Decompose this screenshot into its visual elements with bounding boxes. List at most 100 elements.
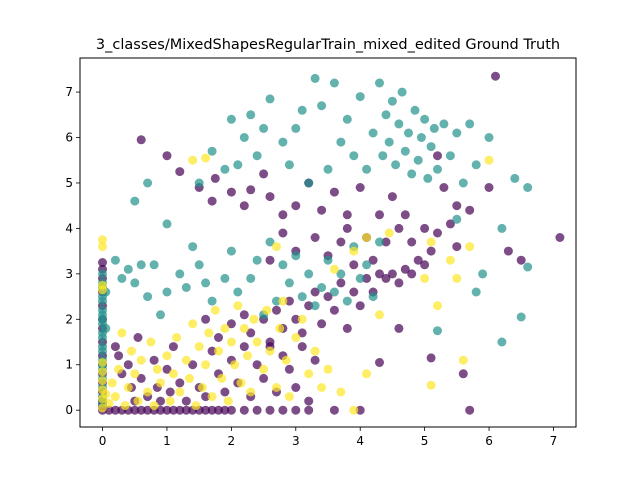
data-point [278, 260, 288, 270]
data-point [201, 360, 211, 370]
data-point [397, 87, 407, 97]
x-tick-label: 0 [99, 434, 107, 448]
chart-title: 3_classes/MixedShapesRegularTrain_mixed_… [96, 37, 560, 53]
data-point [133, 396, 143, 406]
data-point [368, 255, 378, 265]
data-point [143, 405, 153, 415]
data-point [452, 201, 462, 211]
data-point [233, 301, 243, 311]
data-point [252, 360, 262, 370]
data-point [304, 301, 314, 311]
data-point [362, 164, 372, 174]
data-point [439, 119, 449, 129]
data-point [304, 369, 314, 379]
data-point [168, 342, 178, 352]
data-point [362, 369, 372, 379]
data-point [291, 383, 301, 392]
data-point [136, 405, 146, 415]
data-point [233, 287, 243, 297]
data-point [458, 355, 468, 365]
data-point [420, 223, 430, 233]
data-point [329, 187, 339, 197]
data-point [239, 342, 249, 352]
data-point [465, 242, 475, 252]
data-point [433, 301, 442, 311]
data-point [110, 342, 120, 352]
data-point [349, 246, 359, 256]
x-tick-label: 7 [550, 434, 558, 448]
data-point [127, 346, 136, 356]
data-point [239, 310, 249, 320]
data-point [246, 185, 256, 195]
data-point [110, 392, 120, 402]
data-point [110, 255, 120, 265]
data-point [181, 405, 191, 415]
data-point [162, 351, 172, 361]
data-point [210, 173, 220, 183]
data-point [407, 237, 417, 247]
data-point [188, 155, 198, 165]
data-point [252, 255, 262, 265]
data-point [400, 264, 410, 274]
data-point [226, 246, 236, 256]
data-point [510, 173, 520, 183]
data-point [98, 258, 107, 267]
data-point [220, 164, 230, 174]
data-point [239, 323, 249, 333]
y-tick-label: 4 [65, 221, 73, 235]
data-point [136, 373, 146, 383]
data-point [291, 405, 301, 415]
data-point [130, 405, 140, 415]
data-point [336, 269, 346, 279]
data-point [143, 292, 153, 302]
data-point [452, 128, 462, 138]
data-point [423, 173, 433, 183]
data-point [162, 287, 172, 297]
data-point [175, 387, 185, 397]
data-point [98, 376, 107, 386]
data-point [201, 278, 211, 288]
data-point [217, 373, 227, 383]
data-point [336, 387, 346, 397]
data-point [445, 151, 455, 161]
data-point [452, 214, 462, 224]
data-point [375, 210, 384, 220]
data-point [297, 292, 307, 302]
data-point [243, 351, 252, 361]
data-point [146, 337, 156, 347]
data-point [503, 246, 513, 256]
data-point [433, 164, 442, 174]
data-point [362, 260, 372, 270]
data-point [143, 178, 153, 188]
data-point [310, 287, 320, 297]
data-point [252, 337, 262, 347]
data-point [175, 405, 185, 415]
y-tick-label: 3 [65, 267, 73, 281]
data-point [149, 260, 159, 270]
data-point [375, 310, 384, 320]
data-point [98, 305, 107, 315]
data-point [317, 383, 327, 392]
data-point [433, 228, 442, 238]
data-point [465, 119, 475, 129]
data-point [523, 262, 533, 272]
data-point [329, 305, 339, 315]
data-point [165, 387, 175, 397]
data-point [246, 328, 256, 338]
data-point [433, 151, 442, 161]
data-point [265, 237, 275, 247]
data-point [220, 323, 230, 333]
data-point [342, 114, 352, 124]
data-point [291, 333, 301, 342]
data-point [310, 73, 320, 83]
data-point [272, 383, 281, 392]
data-point [104, 398, 114, 408]
data-point [297, 328, 307, 338]
data-point [278, 210, 288, 220]
data-point [329, 78, 339, 88]
data-point [291, 314, 301, 324]
data-point [226, 337, 236, 347]
data-point [201, 314, 211, 324]
data-point [471, 160, 481, 170]
